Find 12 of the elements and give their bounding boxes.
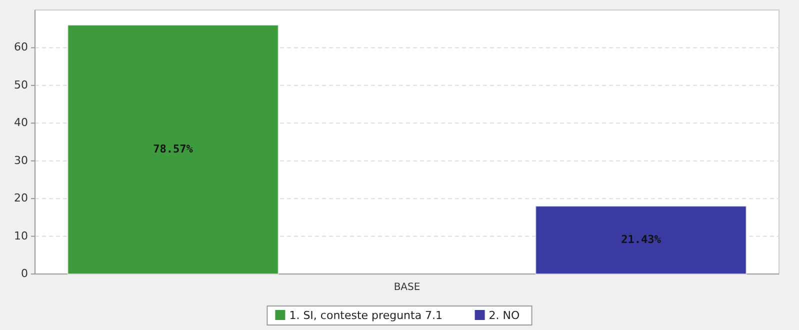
y-tick-label: 20 (14, 192, 28, 205)
annotation: 78.57% (153, 142, 194, 156)
y-tick-label: 40 (14, 116, 28, 130)
y-tick-label: 0 (21, 267, 28, 280)
y-tick-label: 50 (14, 78, 28, 92)
annotation: 21.43% (621, 233, 662, 246)
legend-label: 2. NO (488, 309, 520, 322)
y-tick-label: 60 (14, 40, 28, 54)
y-tick-label: 10 (14, 229, 28, 242)
y-tick-label: 30 (14, 154, 28, 167)
x-tick-label: BASE (394, 282, 420, 293)
legend-label: 1. SI, conteste pregunta 7.1 (289, 309, 443, 322)
